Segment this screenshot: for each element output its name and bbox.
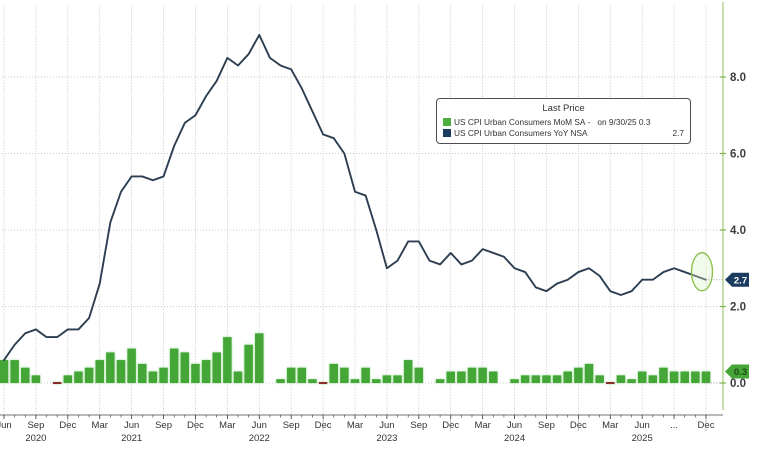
svg-text:8.0: 8.0 [730, 72, 746, 84]
svg-text:Sep: Sep [283, 420, 300, 431]
svg-text:2.7: 2.7 [734, 275, 747, 286]
svg-text:2.0: 2.0 [730, 302, 746, 314]
svg-text:Mar: Mar [347, 420, 363, 431]
svg-text:Jun: Jun [379, 420, 394, 431]
svg-text:Mar: Mar [474, 420, 490, 431]
svg-text:Jun: Jun [507, 420, 522, 431]
svg-text:Sep: Sep [410, 420, 427, 431]
svg-text:Sep: Sep [155, 420, 172, 431]
svg-text:...: ... [670, 420, 678, 431]
svg-text:0.0: 0.0 [730, 378, 746, 390]
svg-text:2020: 2020 [25, 433, 46, 444]
svg-text:Sep: Sep [27, 420, 44, 431]
svg-text:Jun: Jun [635, 420, 650, 431]
svg-text:2023: 2023 [376, 433, 397, 444]
svg-text:Jun: Jun [0, 420, 12, 431]
svg-text:2022: 2022 [249, 433, 270, 444]
svg-text:0.3: 0.3 [734, 367, 747, 378]
svg-text:Mar: Mar [219, 420, 235, 431]
svg-text:4.0: 4.0 [730, 225, 746, 237]
svg-text:Sep: Sep [538, 420, 555, 431]
svg-text:Jun: Jun [252, 420, 267, 431]
svg-text:2024: 2024 [504, 433, 525, 444]
svg-text:6.0: 6.0 [730, 149, 746, 161]
svg-text:Jun: Jun [124, 420, 139, 431]
svg-text:2025: 2025 [632, 433, 653, 444]
svg-text:Mar: Mar [602, 420, 618, 431]
svg-text:Mar: Mar [92, 420, 108, 431]
svg-text:2021: 2021 [121, 433, 142, 444]
